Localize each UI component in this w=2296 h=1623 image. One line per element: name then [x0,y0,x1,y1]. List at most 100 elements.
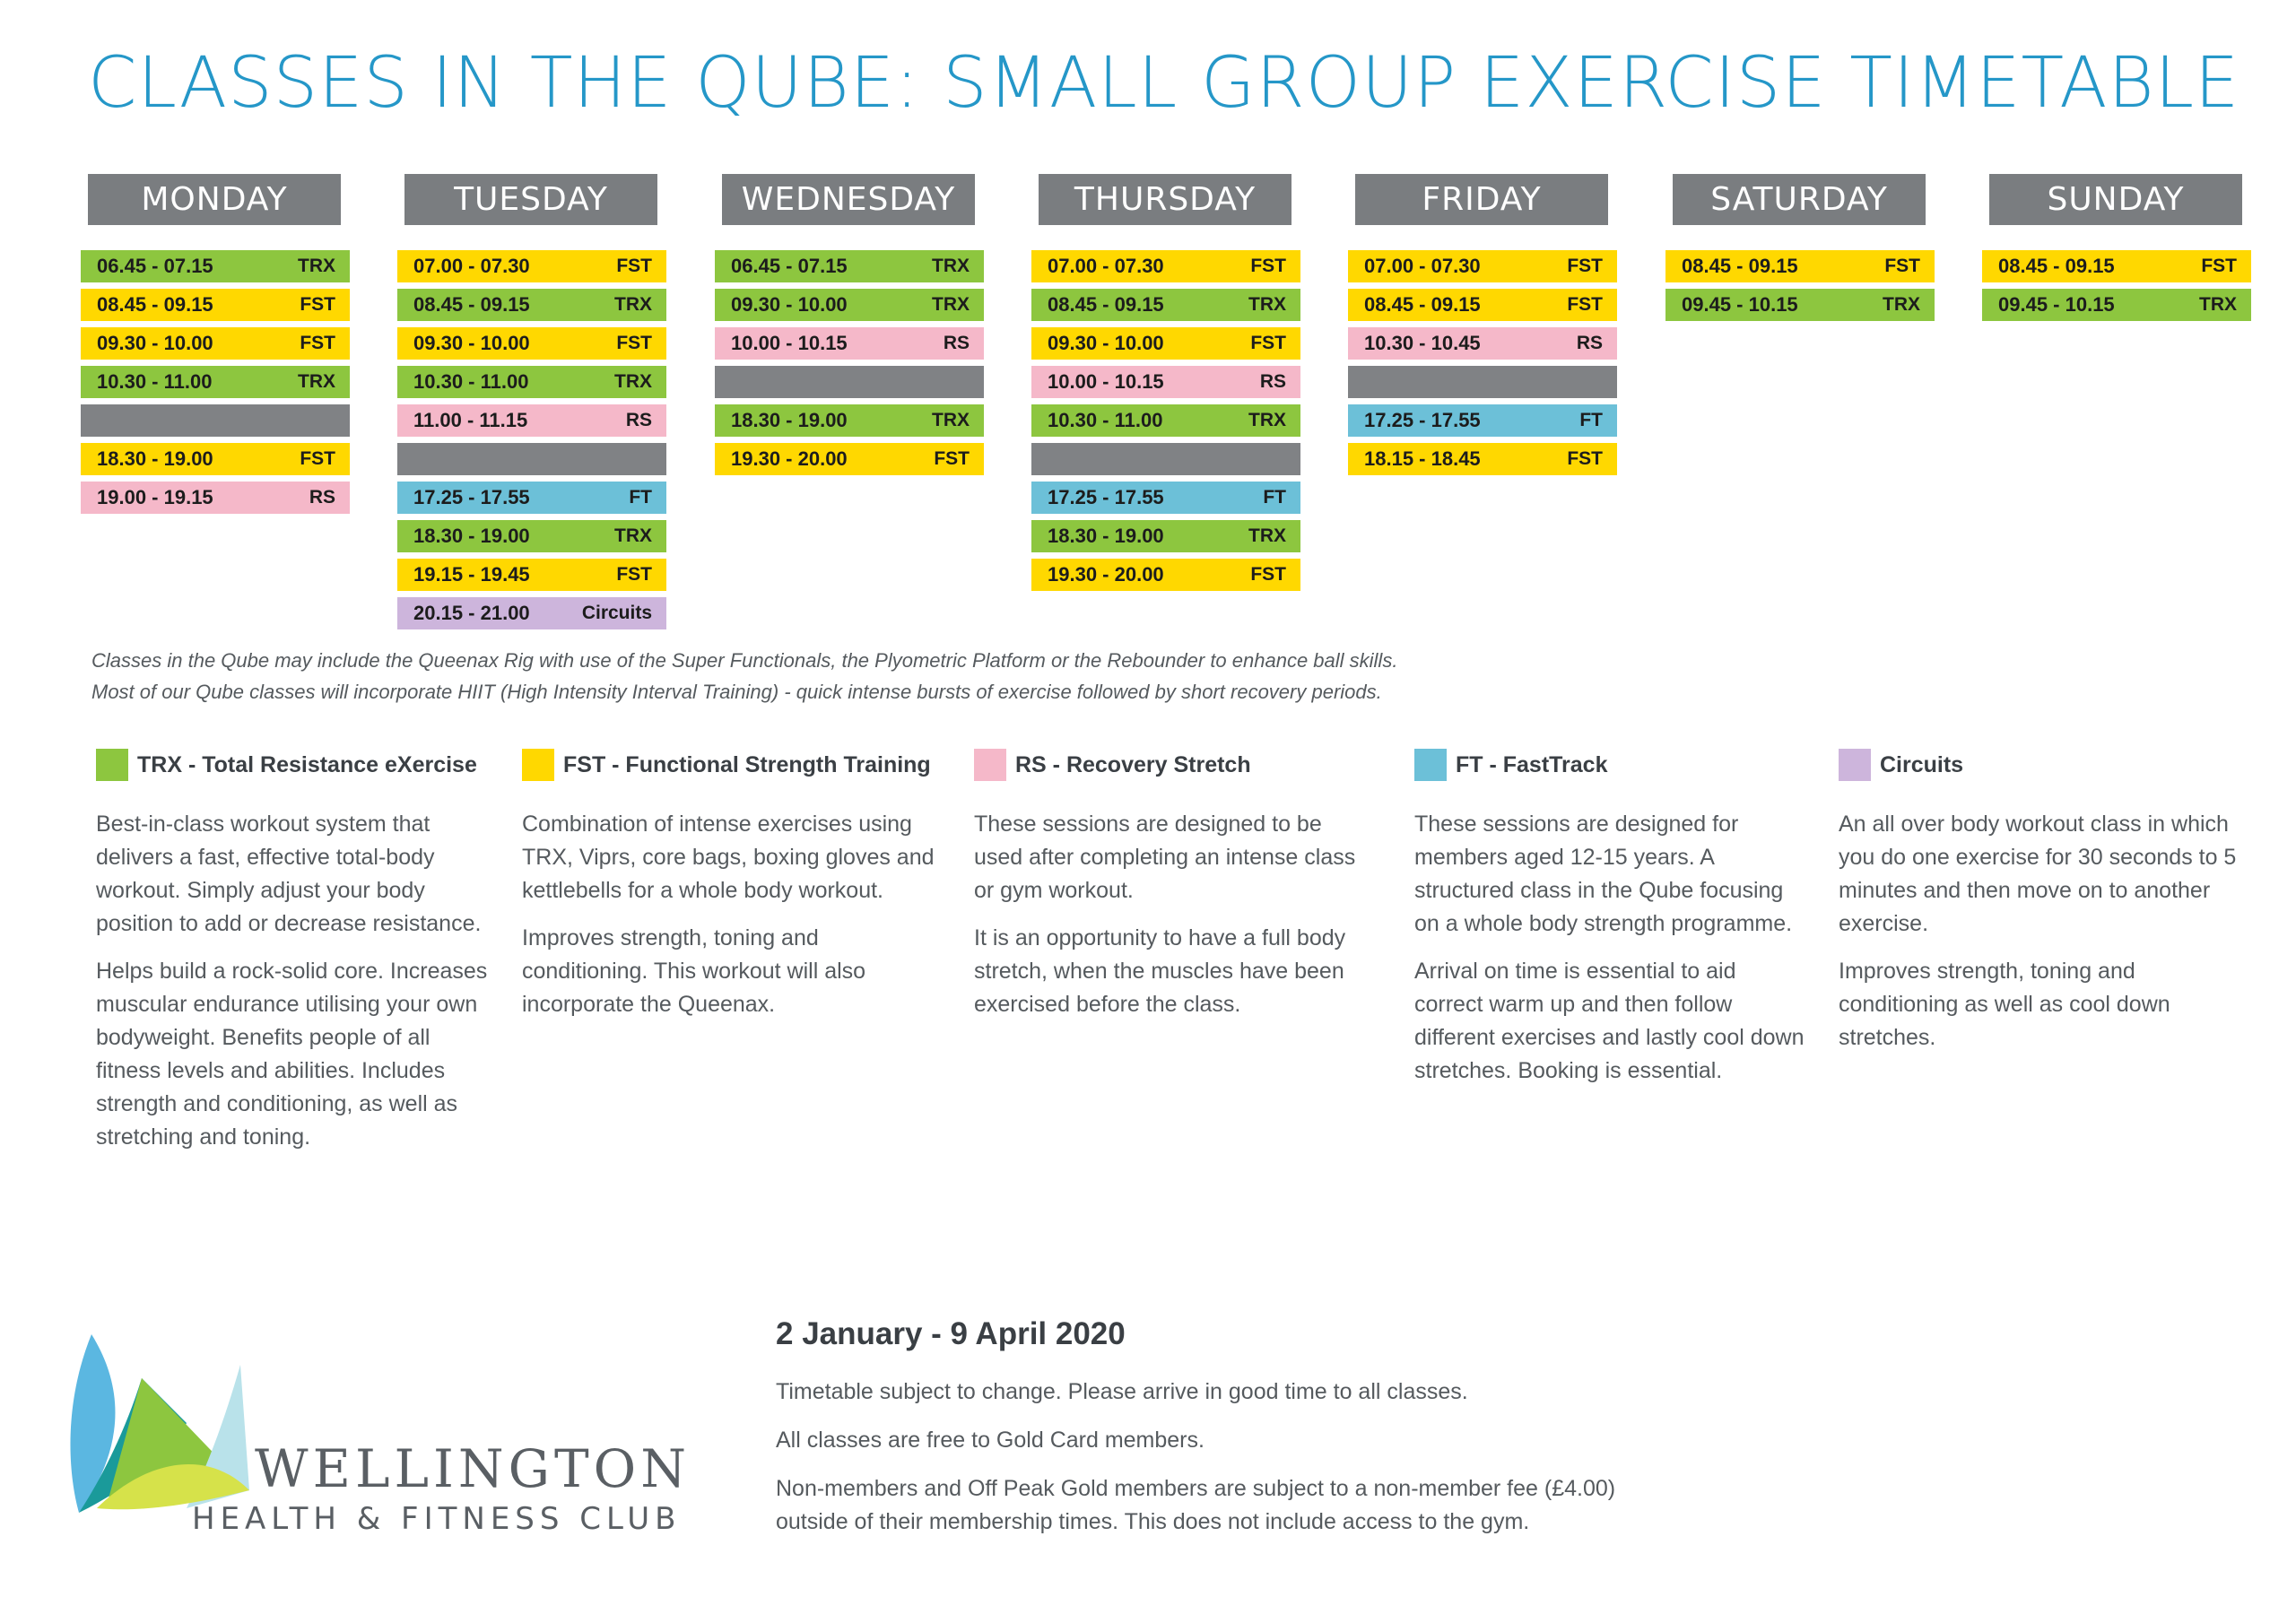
slot-time: 19.15 - 19.45 [413,563,530,586]
class-slot: 19.00 - 19.15 RS [81,482,350,514]
day-header: MONDAY [88,174,341,225]
slot-time: 07.00 - 07.30 [1364,255,1481,277]
slot-class-code: FST [1567,294,1603,315]
day-header: TUESDAY [404,174,657,225]
slot-class-code: FST [1250,256,1286,276]
class-slot: 10.30 - 11.00 TRX [81,366,350,398]
legend-description: Best-in-class workout system that delive… [96,808,491,1154]
slot-class-code: TRX [298,371,335,392]
slot-class-code: FT [1579,410,1603,430]
slot-class-code: TRX [932,410,970,430]
legend-paragraph: Improves strength, toning and conditioni… [522,925,866,1017]
slot-time: 10.00 - 10.15 [731,332,848,354]
slot-class-code: FST [934,448,970,469]
slot-class-code: FST [300,294,335,315]
class-slot: 10.30 - 10.45 RS [1348,327,1617,360]
day-header: SATURDAY [1673,174,1926,225]
date-range: 2 January - 9 April 2020 [776,1316,1126,1351]
slot-class-code: FST [616,256,652,276]
timetable-break [81,404,350,437]
slot-class-code: RS [943,333,970,353]
slot-time: 18.30 - 19.00 [731,409,848,431]
slot-class-code: TRX [1248,294,1286,315]
legend-title: FST - Functional Strength Training [563,751,931,777]
slot-class-code: TRX [1883,294,1920,315]
legend-description: These sessions are designed for members … [1414,808,1809,1088]
legend-ft: FT - FastTrack These sessions are designe… [1414,747,1809,1102]
legend-paragraph: It is an opportunity to have a full body… [974,925,1346,1017]
slot-time: 08.45 - 09.15 [413,293,530,316]
legend-paragraph: These sessions are designed to be used a… [974,812,1356,903]
class-slot: 10.00 - 10.15 RS [1031,366,1300,398]
color-swatch [974,749,1006,781]
slot-time: 08.45 - 09.15 [1364,293,1481,316]
slot-class-code: TRX [932,256,970,276]
logo-wordmark-wellington: WELLINGTON [255,1438,691,1499]
class-slot: 10.30 - 11.00 TRX [397,366,666,398]
slot-class-code: FST [2201,256,2237,276]
day-header: FRIDAY [1355,174,1608,225]
legend-paragraph: Arrival on time is essential to aid corr… [1414,959,1805,1083]
note-queenax: Classes in the Qube may include the Quee… [91,649,1398,672]
slot-class-code: Circuits [581,603,652,623]
slot-class-code: RS [1259,371,1286,392]
class-slot: 18.30 - 19.00 TRX [397,520,666,552]
legend-description: These sessions are designed to be used a… [974,808,1369,1021]
class-slot: 08.45 - 09.15 FST [81,289,350,321]
slot-class-code: TRX [2199,294,2237,315]
class-slot: 08.45 - 09.15 FST [1665,250,1935,282]
slot-time: 10.30 - 10.45 [1364,332,1481,354]
slot-time: 18.30 - 19.00 [97,447,213,470]
slot-class-code: FT [1263,487,1286,508]
slot-class-code: FST [300,333,335,353]
slot-class-code: TRX [614,294,652,315]
class-slot: 07.00 - 07.30 FST [397,250,666,282]
slot-time: 10.30 - 11.00 [413,370,529,393]
slot-time: 07.00 - 07.30 [1048,255,1164,277]
slot-time: 09.45 - 10.15 [1998,293,2115,316]
slot-class-code: FST [1884,256,1920,276]
slot-class-code: FST [300,448,335,469]
class-slot: 19.15 - 19.45 FST [397,559,666,591]
slot-class-code: FST [616,333,652,353]
slot-class-code: FST [1250,564,1286,585]
legend-paragraph: Helps build a rock-solid core. Increases… [96,959,488,1150]
class-slot: 18.15 - 18.45 FST [1348,443,1617,475]
class-slot: 09.30 - 10.00 FST [1031,327,1300,360]
class-slot: 10.00 - 10.15 RS [715,327,984,360]
slot-time: 07.00 - 07.30 [413,255,530,277]
color-swatch [96,749,128,781]
class-slot: 17.25 - 17.55 FT [1348,404,1617,437]
slot-time: 11.00 - 11.15 [413,409,528,431]
class-slot: 19.30 - 20.00 FST [1031,559,1300,591]
slot-time: 10.30 - 11.00 [1048,409,1163,431]
timetable-break [1348,366,1617,398]
slot-time: 06.45 - 07.15 [731,255,848,277]
class-slot: 09.45 - 10.15 TRX [1665,289,1935,321]
club-logo: WELLINGTON HEALTH & FITNESS CLUB [70,1329,686,1544]
legend-rs: RS - Recovery Stretch These sessions are … [974,747,1369,1036]
class-slot: 17.25 - 17.55 FT [1031,482,1300,514]
slot-class-code: FST [1567,256,1603,276]
class-slot: 17.25 - 17.55 FT [397,482,666,514]
info-line: Non-members and Off Peak Gold members ar… [776,1476,1616,1534]
slot-time: 19.30 - 20.00 [731,447,848,470]
class-slot: 07.00 - 07.30 FST [1031,250,1300,282]
info-line: All classes are free to Gold Card member… [776,1428,1205,1453]
legend-title: TRX - Total Resistance eXercise [137,751,477,777]
slot-class-code: TRX [614,525,652,546]
slot-class-code: FST [1567,448,1603,469]
slot-class-code: TRX [932,294,970,315]
class-slot: 08.45 - 09.15 FST [1348,289,1617,321]
slot-time: 08.45 - 09.15 [1682,255,1798,277]
class-slot: 18.30 - 19.00 FST [81,443,350,475]
logo-wordmark-subtitle: HEALTH & FITNESS CLUB [192,1501,682,1537]
timetable-break [1031,443,1300,475]
slot-class-code: TRX [614,371,652,392]
legend-heading: RS - Recovery Stretch [974,747,1369,783]
info-line: Timetable subject to change. Please arri… [776,1379,1468,1404]
class-slot: 10.30 - 11.00 TRX [1031,404,1300,437]
slot-time: 17.25 - 17.55 [1048,486,1164,508]
color-swatch [1839,749,1871,781]
legend-paragraph: Best-in-class workout system that delive… [96,812,482,936]
